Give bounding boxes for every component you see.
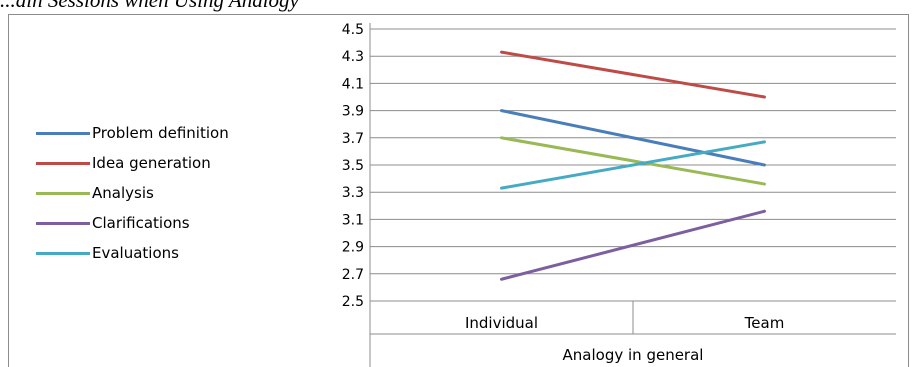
legend-label: Idea generation [92,154,211,172]
x-category-label: Individual [465,314,538,332]
x-category-label: Team [744,314,785,332]
y-tick-label: 2.9 [342,240,364,256]
y-tick-label: 4.5 [342,22,364,38]
series-line-analysis [500,136,766,186]
y-tick-label: 3.7 [342,131,364,147]
legend-swatch [36,161,90,165]
legend-item: Evaluations [36,238,229,268]
series-line-idea-generation [500,50,766,99]
y-tick-label: 3.1 [342,212,364,228]
legend-label: Problem definition [92,124,229,142]
chart-frame [8,14,909,367]
y-tick-label: 3.5 [342,158,364,174]
series-line-evaluations [500,140,766,190]
legend-label: Evaluations [92,244,179,262]
legend-label: Clarifications [92,214,190,232]
y-tick-label: 3.9 [342,104,364,120]
figure-caption: ...ain Sessions when Using Analogy [0,0,299,12]
chart-legend: Problem definition Idea generation Analysi… [36,118,229,268]
legend-item: Problem definition [36,118,229,148]
legend-item: Idea generation [36,148,229,178]
y-tick-label: 4.1 [342,76,364,92]
y-tick-label: 2.5 [342,294,364,310]
legend-swatch [36,251,90,255]
y-tick-label: 3.3 [342,185,364,201]
legend-label: Analysis [92,184,154,202]
y-tick-label: 4.3 [342,49,364,65]
legend-item: Analysis [36,178,229,208]
y-tick-label: 2.7 [342,267,364,283]
series-line-clarifications [500,209,766,281]
legend-item: Clarifications [36,208,229,238]
legend-swatch [36,191,90,195]
series-line-problem-definition [500,109,766,167]
legend-swatch [36,131,90,135]
x-group-label: Analogy in general [563,346,704,364]
legend-swatch [36,221,90,225]
